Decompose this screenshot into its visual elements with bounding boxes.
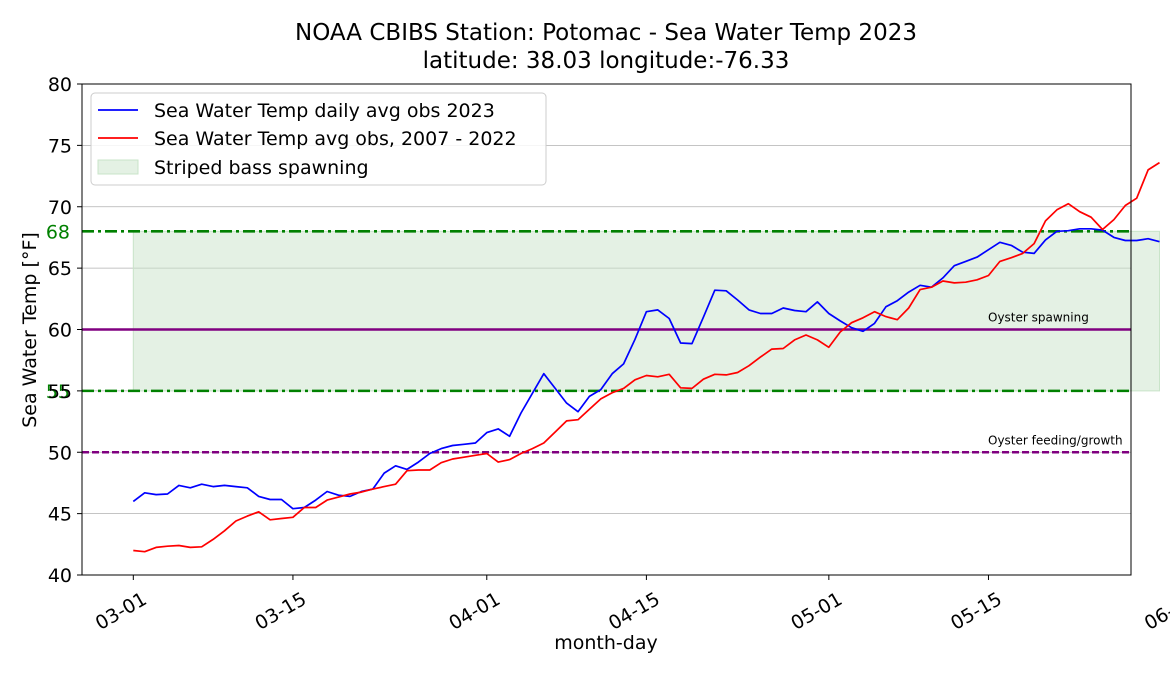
legend-box [90, 92, 547, 186]
x-axis-title: month-day [554, 632, 657, 654]
reference-label-68: 68 [46, 221, 70, 243]
x-tick-label-05-15: 05-15 [947, 588, 1006, 635]
x-tick-label-04-01: 04-01 [445, 588, 504, 635]
legend-entry-3: Striped bass spawning [154, 157, 369, 179]
legend-entry-1: Sea Water Temp daily avg obs 2023 [154, 100, 495, 122]
x-tick-label-03-15: 03-15 [251, 588, 310, 635]
series-line-2 [133, 161, 1160, 553]
x-tick-label-05-01: 05-01 [787, 588, 846, 635]
y-axis-ticks: 40 45 50 55 60 65 70 75 80 [48, 74, 82, 587]
legend-entry-2: Sea Water Temp avg obs, 2007 - 2022 [154, 128, 517, 150]
y-tick-label-40: 40 [48, 565, 72, 587]
y-axis-title: Sea Water Temp [°F] [19, 232, 41, 428]
reference-lines [82, 230, 1131, 454]
x-tick-label-06-01: 06-01 [1141, 588, 1170, 635]
reference-label-55: 55 [46, 381, 70, 403]
x-tick-label-03-01: 03-01 [92, 588, 151, 635]
y-tick-label-50: 50 [48, 442, 72, 464]
y-tick-label-75: 75 [48, 135, 72, 157]
chart-title-line1: NOAA CBIBS Station: Potomac - Sea Water … [295, 20, 917, 46]
chart-title-line2: latitude: 38.03 longitude:-76.33 [423, 48, 790, 74]
annotations: 68 55 Oyster spawning Oyster feeding/growth [46, 221, 1123, 447]
series-lines [132, 161, 1160, 553]
reference-annotation-60: Oyster spawning [988, 311, 1089, 325]
reference-annotation-50: Oyster feeding/growth [988, 433, 1123, 447]
legend: Sea Water Temp daily avg obs 2023 Sea Wat… [90, 92, 547, 186]
y-tick-label-60: 60 [48, 320, 72, 342]
x-axis-ticks: 03-01 03-15 04-01 04-15 05-01 05-15 06-01 [92, 575, 1170, 635]
y-tick-label-55: 55 [48, 381, 72, 403]
legend-swatch-shaded [97, 159, 139, 175]
x-tick-label-04-15: 04-15 [605, 588, 664, 635]
y-tick-label-80: 80 [48, 74, 72, 96]
y-tick-label-65: 65 [48, 258, 72, 280]
y-tick-label-45: 45 [48, 504, 72, 526]
y-tick-label-70: 70 [48, 197, 72, 219]
